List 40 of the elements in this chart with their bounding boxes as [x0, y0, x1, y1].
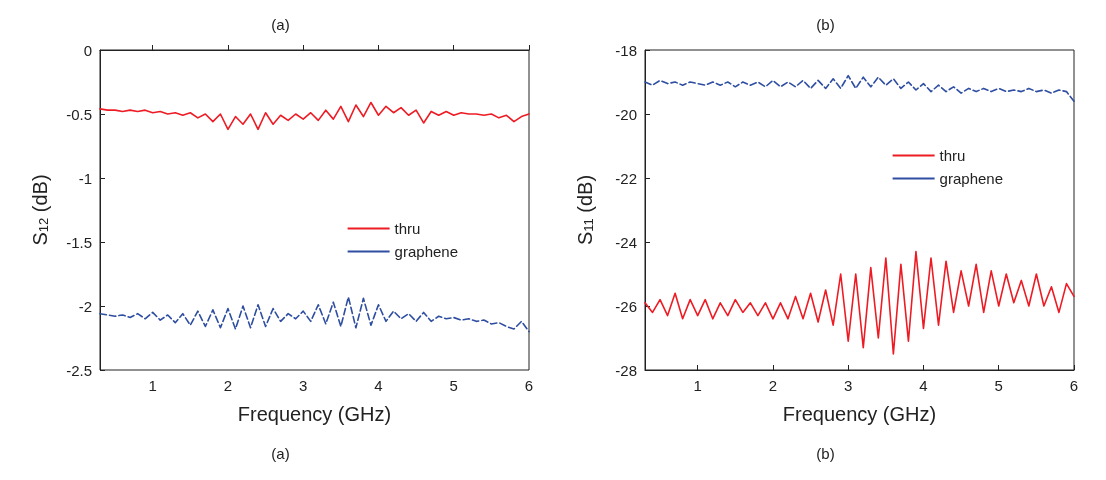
x-tick-label: 1 — [693, 377, 702, 394]
y-tick-label: -1 — [78, 169, 92, 187]
legend-label: graphene — [394, 243, 459, 260]
y-axis-title: S11 (dB) — [573, 174, 596, 246]
y-tick-label: -28 — [615, 361, 637, 379]
line-series — [99, 296, 530, 333]
y-tick-label: -22 — [615, 169, 637, 187]
x-tick-label: 4 — [374, 377, 383, 394]
x-tick-label: 5 — [449, 377, 458, 394]
chart-title: (b) — [816, 16, 835, 33]
y-tick-label: 0 — [83, 41, 92, 59]
y-tick-label: -2 — [78, 297, 92, 315]
y-tick-label: -24 — [615, 233, 637, 251]
x-tick-label: 5 — [994, 377, 1003, 394]
x-tick-label: 1 — [148, 377, 157, 394]
y-tick-label: -2.5 — [66, 361, 92, 379]
text: (a) — [271, 445, 290, 462]
x-axis-title: Frequency (GHz) — [782, 403, 937, 425]
x-tick-label: 3 — [299, 377, 308, 394]
line-series — [99, 101, 530, 131]
y-tick-label: -0.5 — [66, 105, 92, 123]
x-tick-label: 4 — [919, 377, 928, 394]
legend-label: thru — [939, 147, 966, 164]
line-series — [644, 250, 1075, 355]
x-tick-label: 6 — [524, 377, 534, 394]
y-axis-title: S12 (dB) — [28, 174, 51, 246]
x-tick-label: 2 — [768, 377, 778, 394]
chart-title: (a) — [271, 16, 290, 33]
y-tick-label: -1.5 — [66, 233, 92, 251]
x-tick-label: 6 — [1069, 377, 1079, 394]
x-tick-label: 2 — [223, 377, 233, 394]
line-series — [644, 74, 1075, 102]
x-tick-label: 3 — [844, 377, 853, 394]
y-tick-label: -26 — [615, 297, 637, 315]
y-tick-label: -18 — [615, 41, 637, 59]
y-tick-label: -20 — [615, 105, 637, 123]
legend-label: thru — [394, 220, 421, 237]
x-axis-title: Frequency (GHz) — [237, 403, 392, 425]
text: (b) — [816, 445, 835, 462]
legend-label: graphene — [939, 170, 1004, 187]
